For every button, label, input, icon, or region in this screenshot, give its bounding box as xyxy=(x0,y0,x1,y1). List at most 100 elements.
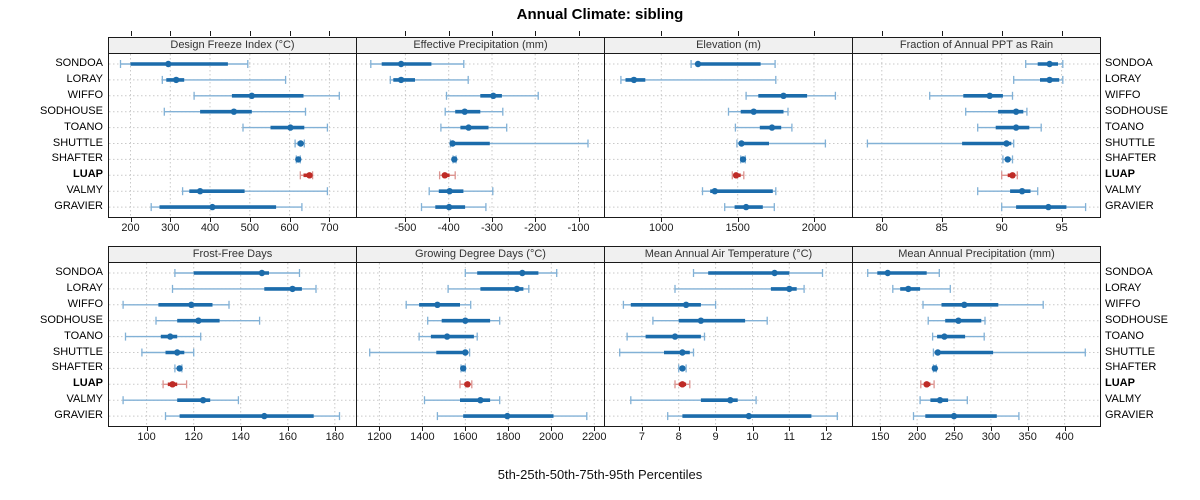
median-dot xyxy=(694,60,702,68)
median-dot xyxy=(1012,124,1020,131)
series-gravier xyxy=(1001,203,1087,212)
series-luap xyxy=(459,380,473,389)
series-wiffo xyxy=(405,300,472,309)
x-tick xyxy=(954,426,955,431)
median-dot xyxy=(936,397,944,404)
median-dot xyxy=(306,172,313,179)
series-shuttle xyxy=(932,348,1086,357)
median-dot xyxy=(780,92,787,99)
site-label-left: SHUTTLE xyxy=(52,345,103,358)
x-tick xyxy=(448,217,450,222)
median-dot xyxy=(1045,203,1052,211)
series-valmy xyxy=(423,396,501,405)
series-wiffo xyxy=(193,91,340,100)
x-tick-label: 120 xyxy=(184,431,203,443)
x-tick-label: -400 xyxy=(437,222,460,234)
x-tick-top xyxy=(170,31,172,36)
median-dot xyxy=(750,108,757,115)
series-gravier xyxy=(420,203,487,212)
site-label-right: VALMY xyxy=(1105,393,1142,406)
x-tick xyxy=(594,426,596,431)
plot-area-elevation-m xyxy=(605,54,852,217)
series-sodhouse xyxy=(155,316,261,325)
x-tick-label: 11 xyxy=(783,431,795,443)
median-dot xyxy=(434,301,441,308)
series-loray xyxy=(161,75,287,84)
median-dot xyxy=(173,76,180,84)
series-sondoa xyxy=(119,60,249,68)
strip-title: Design Freeze Index (°C) xyxy=(109,38,356,54)
series-valmy xyxy=(181,187,329,196)
x-tick xyxy=(826,426,828,431)
x-tick-label: 300 xyxy=(981,431,1001,443)
site-label-right: LUAP xyxy=(1105,168,1135,181)
median-dot xyxy=(931,365,938,372)
median-dot xyxy=(289,285,296,293)
strip-title: Mean Annual Precipitation (mm) xyxy=(853,247,1100,263)
x-tick-label: 10 xyxy=(746,431,759,443)
series-luap xyxy=(731,171,745,180)
x-tick-top xyxy=(578,31,580,36)
site-label-left: GRAVIER xyxy=(54,200,103,213)
site-label-right: SHAFTER xyxy=(1105,152,1157,165)
x-tick-label: 700 xyxy=(320,222,339,234)
median-dot xyxy=(449,140,456,147)
panel-design-freeze-index-c: Design Freeze Index (°C) xyxy=(108,37,357,218)
series-toano xyxy=(977,123,1042,132)
plot-area-mean-annual-air-temperature-c xyxy=(605,263,852,426)
x-tick-top xyxy=(737,31,739,36)
series-sodhouse xyxy=(927,316,986,325)
median-dot xyxy=(209,203,216,211)
x-tick-top xyxy=(881,31,883,36)
series-sondoa xyxy=(692,269,824,277)
x-tick-label: -100 xyxy=(567,222,590,234)
x-tick xyxy=(193,426,195,431)
median-dot xyxy=(443,333,451,340)
median-dot xyxy=(941,333,948,340)
series-wiffo xyxy=(122,300,230,309)
median-dot xyxy=(441,172,448,179)
x-tick xyxy=(752,426,754,431)
x-tick xyxy=(789,426,791,431)
series-shafter xyxy=(1002,155,1014,164)
series-luap xyxy=(1001,171,1018,180)
panel-mean-annual-air-temperature-c: Mean Annual Air Temperature (°C) xyxy=(604,246,853,427)
series-sodhouse xyxy=(965,107,1028,116)
series-sodhouse xyxy=(427,316,501,325)
series-loray xyxy=(447,284,530,293)
series-loray xyxy=(674,284,805,293)
series-sondoa xyxy=(464,269,558,277)
series-shuttle xyxy=(369,348,471,357)
x-tick xyxy=(465,426,467,431)
median-dot xyxy=(464,381,471,388)
plot-area-fraction-of-annual-ppt-as-rain xyxy=(853,54,1100,217)
x-tick-label: -500 xyxy=(394,222,417,234)
site-label-right: LORAY xyxy=(1105,72,1142,85)
x-tick xyxy=(678,426,680,431)
x-tick xyxy=(880,426,882,431)
x-tick-top xyxy=(1061,31,1063,36)
x-tick xyxy=(1027,426,1029,431)
x-tick-label: 12 xyxy=(820,431,833,443)
x-tick xyxy=(1064,426,1066,431)
median-dot xyxy=(768,124,776,131)
median-dot xyxy=(884,269,891,277)
strip-title: Effective Precipitation (mm) xyxy=(357,38,604,54)
series-wiffo xyxy=(445,91,539,100)
median-dot xyxy=(258,269,266,277)
series-luap xyxy=(438,171,456,180)
panel-elevation-m: Elevation (m) xyxy=(604,37,853,218)
median-dot xyxy=(519,269,526,277)
site-label-left: SONDOA xyxy=(55,266,103,278)
series-shuttle xyxy=(141,348,195,357)
series-valmy xyxy=(122,396,240,405)
panel-effective-precipitation-mm: Effective Precipitation (mm) xyxy=(356,37,605,218)
median-dot xyxy=(287,124,294,131)
series-sondoa xyxy=(867,269,940,277)
series-sodhouse xyxy=(727,107,789,116)
series-valmy xyxy=(977,187,1039,196)
median-dot xyxy=(742,203,750,211)
site-label-right: VALMY xyxy=(1105,184,1142,197)
site-label-right: LUAP xyxy=(1105,377,1135,390)
x-tick xyxy=(917,426,919,431)
